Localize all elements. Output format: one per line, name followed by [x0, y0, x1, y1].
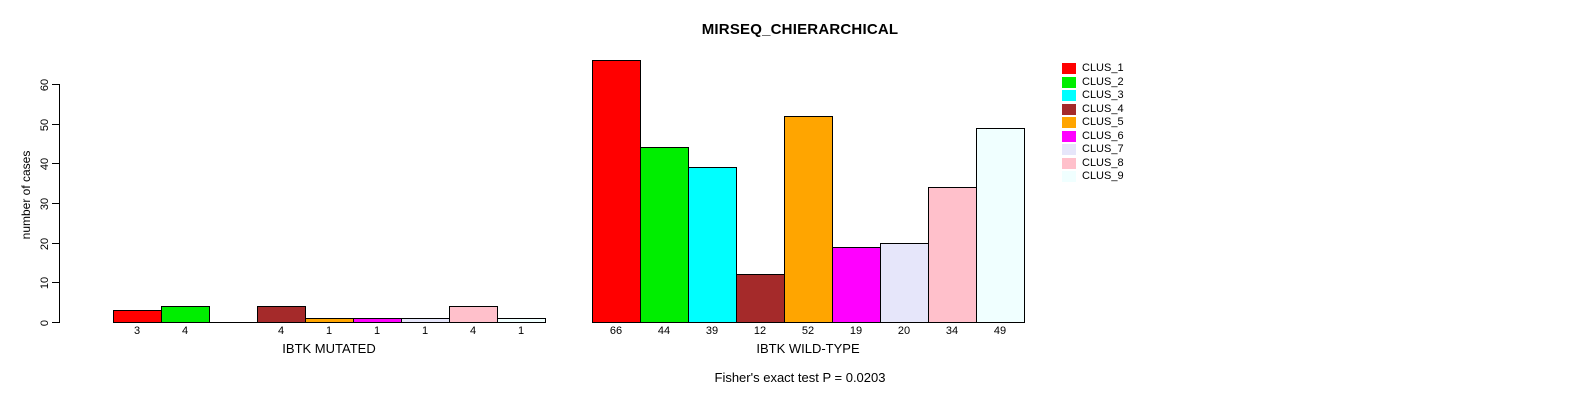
- legend-row: CLUS_7: [1062, 143, 1124, 157]
- legend-swatch-icon: [1062, 76, 1076, 88]
- bar-value-label: 1: [421, 325, 429, 337]
- bar: [832, 247, 881, 323]
- fisher-test-caption: Fisher's exact test P = 0.0203: [714, 370, 886, 385]
- y-axis-line: [59, 84, 60, 323]
- bar-value-label: 4: [277, 325, 285, 337]
- bar-value-label: 4: [181, 325, 189, 337]
- bar: [497, 318, 546, 323]
- y-tick-mark: [52, 282, 59, 283]
- bar-value-label: 49: [993, 325, 1007, 337]
- bar: [928, 187, 977, 323]
- legend-swatch-icon: [1062, 171, 1076, 183]
- bar-value-label: 12: [753, 325, 767, 337]
- legend-row: CLUS_8: [1062, 157, 1124, 171]
- y-tick-mark: [52, 243, 59, 244]
- y-tick-mark: [52, 163, 59, 164]
- bar: [305, 318, 354, 323]
- bar: [976, 128, 1025, 323]
- bar: [736, 274, 785, 323]
- bar-value-label: 66: [609, 325, 623, 337]
- y-tick-label: 60: [39, 78, 51, 91]
- legend-label: CLUS_8: [1082, 156, 1124, 169]
- y-tick-label: 50: [39, 118, 51, 131]
- bar-value-label: 1: [373, 325, 381, 337]
- bar-value-label: 1: [517, 325, 525, 337]
- legend-swatch-icon: [1062, 157, 1076, 169]
- legend-swatch-icon: [1062, 144, 1076, 156]
- bar-value-label: 20: [897, 325, 911, 337]
- legend-row: CLUS_4: [1062, 103, 1124, 117]
- group-axis-label: IBTK MUTATED: [282, 341, 376, 356]
- bar: [161, 306, 210, 323]
- bar: [880, 243, 929, 323]
- bar-value-label: 52: [801, 325, 815, 337]
- bar: [257, 306, 306, 323]
- y-tick-label: 30: [39, 197, 51, 210]
- legend: CLUS_1 CLUS_2 CLUS_3 CLUS_4 CLUS_5 CLUS_6 CLUS…: [1062, 62, 1124, 184]
- bar-value-label: 39: [705, 325, 719, 337]
- legend-label: CLUS_2: [1082, 75, 1124, 88]
- group-axis-label: IBTK WILD-TYPE: [756, 341, 860, 356]
- y-tick-label: 10: [39, 276, 51, 289]
- bar: [592, 60, 641, 323]
- legend-swatch-icon: [1062, 130, 1076, 142]
- bar-value-label: 3: [133, 325, 141, 337]
- chart-title: MIRSEQ_CHIERARCHICAL: [701, 21, 899, 38]
- bar-value-label: 4: [469, 325, 477, 337]
- y-tick-mark: [52, 203, 59, 204]
- bar: [449, 306, 498, 323]
- bar: [640, 147, 689, 323]
- legend-row: CLUS_6: [1062, 130, 1124, 144]
- legend-label: CLUS_4: [1082, 102, 1124, 115]
- legend-label: CLUS_9: [1082, 170, 1124, 183]
- bar: [688, 167, 737, 323]
- y-tick-mark: [52, 322, 59, 323]
- legend-row: CLUS_2: [1062, 76, 1124, 90]
- legend-row: CLUS_3: [1062, 89, 1124, 103]
- legend-row: CLUS_1: [1062, 62, 1124, 76]
- y-tick-mark: [52, 124, 59, 125]
- legend-swatch-icon: [1062, 90, 1076, 102]
- legend-label: CLUS_6: [1082, 129, 1124, 142]
- bar: [113, 310, 162, 323]
- bar-value-label: 44: [657, 325, 671, 337]
- legend-row: CLUS_9: [1062, 170, 1124, 184]
- bar: [784, 116, 833, 323]
- y-tick-label: 0: [39, 319, 51, 326]
- y-tick-mark: [52, 84, 59, 85]
- legend-swatch-icon: [1062, 63, 1076, 75]
- legend-swatch-icon: [1062, 117, 1076, 129]
- y-axis-title: number of cases: [19, 150, 33, 240]
- legend-label: CLUS_7: [1082, 143, 1124, 156]
- bar: [353, 318, 402, 323]
- legend-label: CLUS_3: [1082, 89, 1124, 102]
- bar-value-label: 19: [849, 325, 863, 337]
- y-tick-label: 20: [39, 237, 51, 250]
- legend-row: CLUS_5: [1062, 116, 1124, 130]
- bar-value-label: 1: [325, 325, 333, 337]
- y-tick-label: 40: [39, 157, 51, 170]
- legend-label: CLUS_5: [1082, 116, 1124, 129]
- bar-value-label: 34: [945, 325, 959, 337]
- legend-swatch-icon: [1062, 103, 1076, 115]
- legend-label: CLUS_1: [1082, 62, 1124, 75]
- bar: [401, 318, 450, 323]
